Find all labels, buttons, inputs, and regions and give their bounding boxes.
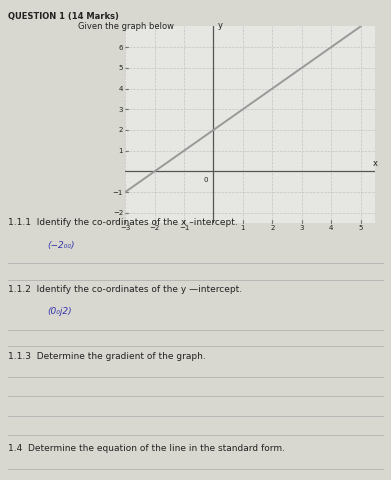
Text: 1.4  Determine the equation of the line in the standard form.: 1.4 Determine the equation of the line i…	[8, 444, 285, 453]
Text: QUESTION 1 (14 Marks): QUESTION 1 (14 Marks)	[8, 12, 119, 21]
Text: y: y	[218, 22, 223, 30]
Text: 1.1.2  Identify the co-ordinates of the y —intercept.: 1.1.2 Identify the co-ordinates of the y…	[8, 285, 242, 294]
Text: 0: 0	[204, 177, 208, 183]
Text: (0₀j2): (0₀j2)	[47, 307, 72, 316]
Text: 1.1.3  Determine the gradient of the graph.: 1.1.3 Determine the gradient of the grap…	[8, 352, 206, 361]
Text: 1.1.1  Identify the co-ordinates of the x –intercept.: 1.1.1 Identify the co-ordinates of the x…	[8, 218, 238, 228]
Text: x: x	[372, 159, 377, 168]
Text: Given the graph below: Given the graph below	[78, 22, 174, 31]
Text: (−2₀₀): (−2₀₀)	[47, 240, 74, 250]
